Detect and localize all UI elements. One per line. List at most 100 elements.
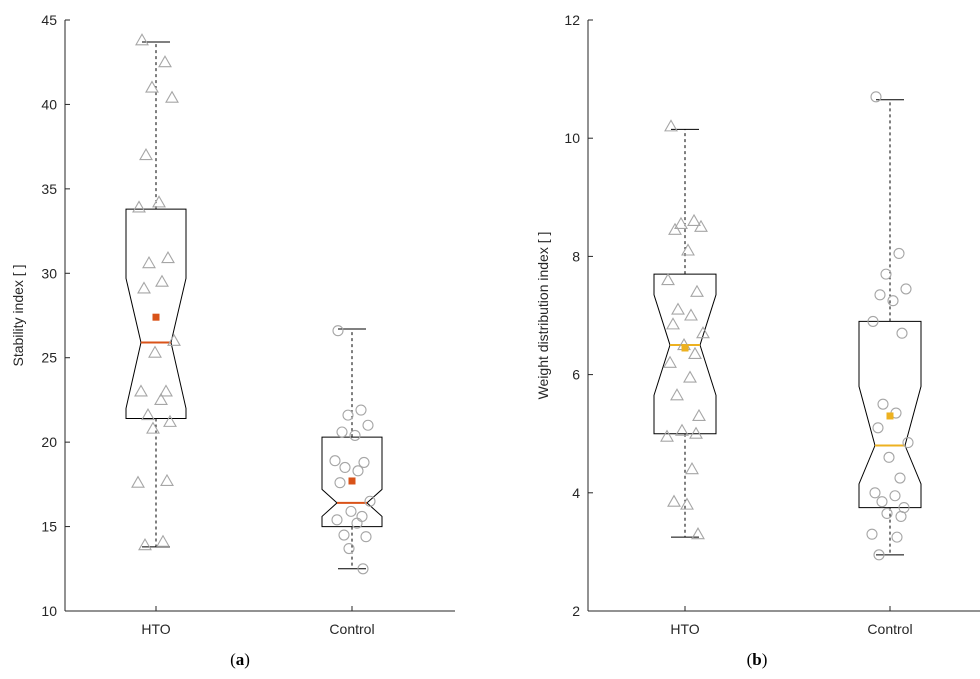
data-point-circle <box>339 461 351 474</box>
data-point-triangle <box>680 497 694 510</box>
data-point-triangle <box>683 370 697 383</box>
data-point-circle <box>349 429 361 441</box>
y-tick-label: 2 <box>572 603 580 619</box>
data-point-triangle <box>684 308 698 321</box>
data-point-triangle <box>131 475 145 488</box>
x-tick-label: HTO <box>670 621 699 637</box>
data-point-triangle <box>134 384 148 397</box>
panel-label-open: ( <box>230 650 236 669</box>
panel-b-boxplot-weight-distribution-index: 2 4 6 8 10 12 HTO Control Weight distribution in… <box>535 12 980 669</box>
y-tick-label: 40 <box>41 96 57 112</box>
mean-marker <box>348 477 356 485</box>
data-point-circle <box>338 529 350 541</box>
data-point-circle <box>893 247 905 259</box>
data-point-triangle <box>141 408 155 421</box>
y-tick-label: 10 <box>41 603 57 619</box>
data-point-triangle <box>661 272 675 286</box>
data-point-circle <box>872 422 884 434</box>
y-tick-label: 15 <box>41 519 57 535</box>
notched-box <box>125 208 187 420</box>
data-point-triangle <box>685 462 699 475</box>
data-point-circle <box>334 477 346 489</box>
data-point-circle <box>332 325 344 337</box>
data-point-triangle <box>692 408 706 422</box>
data-point-triangle <box>138 538 152 551</box>
data-point-circle <box>896 327 908 339</box>
notched-box <box>321 436 383 528</box>
data-point-triangle <box>681 243 695 256</box>
panel-label-close: ) <box>244 650 250 669</box>
data-point-circle <box>355 404 367 416</box>
y-tick-label: 30 <box>41 265 57 281</box>
data-point-circle <box>869 487 881 499</box>
data-point-triangle <box>674 216 688 229</box>
box-control <box>858 91 922 561</box>
data-point-triangle <box>132 200 146 213</box>
data-point-circle <box>360 531 372 543</box>
data-point-circle <box>876 496 888 508</box>
data-point-circle <box>900 283 912 295</box>
data-point-triangle <box>160 473 174 487</box>
data-point-triangle <box>155 274 169 287</box>
y-tick-label: 35 <box>41 181 57 197</box>
data-point-circle <box>357 563 369 575</box>
data-point-triangle <box>675 423 689 436</box>
data-point-circle <box>873 549 885 561</box>
y-tick-label: 45 <box>41 12 57 28</box>
data-point-circle <box>331 514 343 526</box>
data-point-triangle <box>137 281 151 294</box>
data-point-triangle <box>666 317 680 330</box>
data-point-circle <box>351 517 363 529</box>
panel-label-letter: a <box>236 650 245 669</box>
data-point-circle <box>356 510 368 522</box>
data-point-circle <box>877 398 889 410</box>
data-point-circle <box>343 542 355 555</box>
data-point-triangle <box>687 213 701 226</box>
data-point-triangle <box>158 55 172 68</box>
data-point-triangle <box>152 195 166 208</box>
data-point-circle <box>887 295 899 307</box>
data-point-circle <box>345 505 357 517</box>
data-point-triangle <box>154 392 168 405</box>
data-point-triangle <box>142 256 156 269</box>
data-point-circle <box>870 91 882 103</box>
panel-label-letter: b <box>752 650 761 669</box>
data-point-triangle <box>156 534 170 547</box>
data-point-triangle <box>660 429 674 442</box>
data-point-circle <box>364 495 376 507</box>
data-point-triangle <box>167 333 181 346</box>
box-hto <box>653 119 717 540</box>
data-point-circle <box>902 437 914 449</box>
data-point-triangle <box>696 326 710 339</box>
data-point-triangle <box>146 421 160 434</box>
y-axis-label: Weight distribution index [ ] <box>535 232 551 400</box>
y-tick-label: 6 <box>572 367 580 383</box>
x-tick-label: HTO <box>141 621 170 637</box>
data-point-triangle <box>691 527 705 540</box>
data-point-triangle <box>145 80 159 93</box>
data-point-triangle <box>148 345 162 358</box>
data-point-triangle <box>689 426 703 439</box>
data-point-triangle <box>690 284 704 297</box>
mean-marker <box>886 412 894 420</box>
data-point-triangle <box>667 494 681 507</box>
data-point-circle <box>880 268 892 280</box>
y-tick-label: 20 <box>41 434 57 450</box>
y-tick-label: 12 <box>564 12 580 28</box>
y-tick-label: 25 <box>41 350 57 366</box>
panel-a-boxplot-stability-index: 10 15 20 25 30 35 40 45 HTO Control Stability inde… <box>10 12 455 669</box>
notched-box <box>858 320 922 509</box>
data-point-triangle <box>670 388 684 401</box>
data-point-circle <box>342 409 354 421</box>
data-point-circle <box>362 419 374 431</box>
data-point-triangle <box>165 90 179 103</box>
data-point-triangle <box>668 222 682 235</box>
data-point-circle <box>874 289 886 301</box>
y-axis-label: Stability index [ ] <box>10 265 26 367</box>
data-point-triangle <box>671 302 685 315</box>
data-point-circle <box>867 315 879 327</box>
panel-label-close: ) <box>762 650 768 669</box>
data-point-circle <box>329 455 341 467</box>
y-tick-label: 10 <box>564 130 580 146</box>
